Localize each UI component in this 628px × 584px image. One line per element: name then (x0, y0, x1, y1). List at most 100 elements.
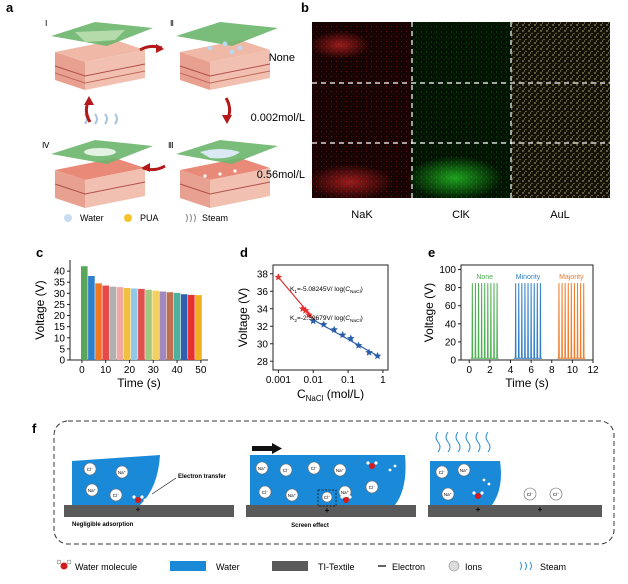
svg-text:Cl⁻: Cl⁻ (113, 493, 120, 498)
series-label-none: None (476, 274, 493, 281)
panel-label-b: b (301, 0, 309, 15)
panel-label-a: a (6, 0, 14, 15)
bar (195, 295, 202, 360)
pua-icon (124, 214, 132, 222)
x-tick-label: 10 (567, 365, 579, 376)
bar (130, 288, 138, 360)
legend-textile-swatch (272, 561, 308, 571)
screened-ion-label: Cl⁻ (324, 495, 331, 500)
row-label-none: None (269, 52, 295, 64)
skin-block-2 (176, 22, 278, 90)
x-tick-label: 0.01 (303, 375, 323, 386)
svg-text:Na⁺: Na⁺ (118, 470, 127, 475)
callout-line-1 (151, 477, 177, 495)
x-tick-label: 1 (380, 375, 386, 386)
svg-text:Cl⁻: Cl⁻ (369, 485, 376, 490)
legend-water-swatch (170, 561, 206, 571)
panel-label-d: d (240, 245, 248, 260)
y-axis-label: Voltage (V) (422, 283, 436, 342)
x-axis-label: CNaCl (mol/L) (297, 387, 364, 403)
y-tick-label: 80 (445, 283, 457, 294)
data-point-k2 (319, 320, 328, 328)
svg-text:Cl⁻: Cl⁻ (283, 468, 290, 473)
x-tick-label: 0.001 (266, 375, 291, 386)
skin-block-4 (51, 113, 153, 208)
x-tick-label: 4 (508, 365, 514, 376)
data-point-k2 (330, 325, 339, 333)
nak-spot-2 (306, 164, 394, 200)
y-tick-label: 34 (257, 304, 269, 315)
screened-ion (321, 491, 333, 503)
bar (145, 289, 152, 360)
data-point-k1 (301, 306, 310, 314)
arrow-4-1-head (84, 96, 94, 105)
bar (188, 294, 195, 360)
svg-text:Cl⁻: Cl⁻ (311, 466, 318, 471)
series-line-minority (514, 283, 542, 359)
svg-text:Na⁺: Na⁺ (88, 488, 97, 493)
svg-text:Cl⁻: Cl⁻ (553, 492, 560, 497)
col-label-clk: ClK (452, 209, 470, 221)
svg-text:Na⁺: Na⁺ (258, 466, 267, 471)
plot-frame (460, 264, 594, 361)
water-molecules-2 (340, 461, 397, 503)
legend-pua-label: PUA (140, 213, 159, 223)
x-tick-label: 10 (100, 365, 112, 376)
water-molecule-icon (56, 559, 72, 570)
svg-text:Cl⁻: Cl⁻ (439, 470, 446, 475)
legend-textile: TI-Textile (318, 562, 355, 572)
data-point-k2 (354, 341, 363, 349)
textile-1 (64, 505, 234, 517)
bar (116, 287, 124, 360)
panel-a-schematic: Ⅰ Ⅱ Ⅲ Ⅳ Water PUA Steam (42, 19, 278, 223)
series-line-majority (557, 283, 586, 359)
electron-mark-3a: + (476, 505, 481, 514)
svg-text:Cl⁻: Cl⁻ (87, 467, 94, 472)
panel-label-c: c (36, 245, 43, 260)
steam-waves (435, 431, 491, 453)
bar (109, 286, 117, 360)
data-point-k1 (305, 310, 313, 319)
callout-screen-effect: Screen effect (291, 523, 329, 529)
arrow-3-4-head (141, 163, 150, 172)
ions-1: Cl⁻ Na⁺ Na⁺ Cl⁻ (83, 462, 129, 502)
x-tick-label: 6 (528, 365, 534, 376)
svg-text:Na⁺: Na⁺ (460, 468, 469, 473)
ions-3: Cl⁻ Na⁺ Na⁺ Cl⁻ Cl⁻ (435, 463, 563, 501)
data-point-k1 (274, 273, 283, 281)
fit-annotation-1: K1=-5.08245V/ log(CNaCl) (290, 286, 363, 295)
series-line-none (470, 283, 499, 359)
x-axis-label: Time (s) (505, 376, 549, 390)
map-aul (511, 22, 610, 198)
y-tick-label: 0 (59, 356, 65, 367)
fit-annotation-2: K2=-2.59679V/ log(CNaCl) (290, 315, 363, 324)
panel-label-f: f (32, 421, 37, 436)
legend-steam-label: Steam (202, 213, 228, 223)
bar (159, 291, 167, 360)
y-tick-label: 15 (54, 322, 66, 333)
textile-2 (246, 505, 416, 517)
svg-text:Na⁺: Na⁺ (288, 493, 297, 498)
dashed-frame (53, 420, 615, 545)
skin-block-1 (51, 22, 153, 90)
step-3-label: Ⅲ (168, 141, 174, 150)
x-tick-label: 0 (79, 365, 85, 376)
panel-b-elemental-maps: None 0.002mol/L 0.56mol/L NaK ClK AuL (251, 22, 610, 221)
y-tick-label: 100 (439, 265, 456, 276)
water-icon (64, 214, 72, 222)
col-label-aul: AuL (550, 209, 570, 221)
y-tick-label: 20 (54, 311, 66, 322)
row-label-0.002: 0.002mol/L (251, 112, 305, 124)
series-label-majority: Majority (559, 274, 584, 281)
panel-label-e: e (428, 245, 435, 260)
step-2-label: Ⅱ (170, 19, 174, 28)
y-tick-label: 20 (445, 337, 457, 348)
arrow-1-2-head (156, 44, 164, 53)
steam-icon (185, 213, 197, 223)
x-tick-label: 12 (587, 365, 599, 376)
legend-water-molecule: Water molecule (75, 562, 137, 572)
panel-f-mechanism: Cl⁻ Na⁺ Na⁺ Cl⁻ + Electron transfer Negl… (53, 420, 615, 545)
row-label-0.56: 0.56mol/L (257, 169, 305, 181)
